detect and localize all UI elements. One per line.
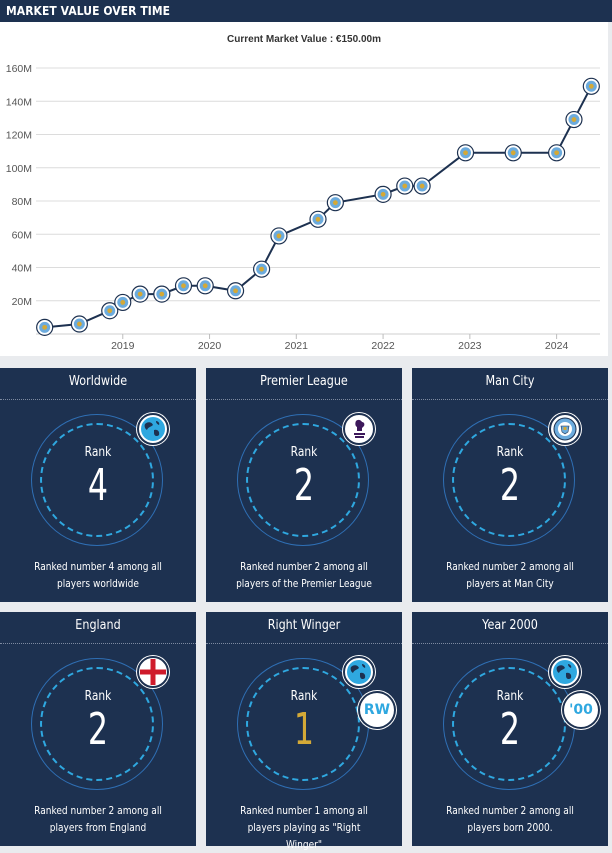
rank-ring-dashed — [452, 423, 566, 537]
rank-number: 2 — [293, 460, 315, 511]
globe-icon — [549, 656, 581, 688]
rank-label: Rank — [84, 445, 112, 460]
data-point[interactable] — [253, 260, 271, 278]
rank-label: Rank — [290, 445, 318, 460]
card-title: England — [75, 618, 121, 633]
rank-ring-dashed — [40, 423, 154, 537]
data-point[interactable] — [582, 77, 600, 95]
data-point[interactable] — [396, 177, 414, 195]
x-tick-label: 2024 — [545, 340, 569, 352]
series-line — [44, 85, 593, 329]
section-title: MARKET VALUE OVER TIME — [6, 3, 171, 18]
x-tick-label: 2020 — [198, 340, 222, 352]
rank-ring — [31, 658, 163, 790]
card-title: Premier League — [260, 374, 348, 389]
data-point[interactable] — [114, 293, 132, 312]
section-header: MARKET VALUE OVER TIME — [0, 0, 612, 22]
rank-number: 2 — [499, 460, 521, 511]
x-tick-label: 2021 — [285, 340, 309, 352]
data-point[interactable] — [153, 285, 171, 303]
data-point[interactable] — [548, 144, 566, 162]
rank-card-england: England Rank 2 Ranked number 2 among all… — [0, 612, 196, 846]
data-point[interactable] — [309, 210, 327, 228]
rank-ring-dashed — [40, 667, 154, 781]
chart-svg: 160M 140M 120M 100M 80M 60M 40M 20M 2019 2020 2021… — [6, 63, 600, 352]
rank-number: 2 — [499, 704, 521, 755]
chart-subtitle: Current Market Value : €150.00m — [227, 34, 381, 45]
rank-label: Rank — [84, 689, 112, 704]
rank-description: Ranked number 2 among all players from E… — [34, 804, 162, 834]
rank-number: 2 — [87, 704, 109, 755]
y-tick-label: 60M — [12, 229, 32, 241]
data-point[interactable] — [374, 185, 392, 203]
data-point[interactable] — [36, 318, 54, 336]
y-tick-label: 160M — [6, 63, 32, 75]
position-badge: RW — [360, 693, 394, 727]
rank-label: Rank — [496, 689, 524, 704]
data-point[interactable] — [270, 227, 288, 245]
divider — [412, 399, 608, 400]
data-point[interactable] — [101, 302, 119, 320]
rank-number: 4 — [87, 460, 109, 511]
y-tick-label: 80M — [12, 196, 32, 208]
rank-description: Ranked number 2 among all players at Man… — [446, 560, 574, 590]
divider — [206, 399, 402, 400]
data-point[interactable] — [326, 194, 344, 212]
divider — [0, 643, 196, 644]
rank-card-right-winger: Right Winger Rank 1 Ranked number 1 amon… — [206, 612, 402, 851]
y-tick-label: 20M — [12, 296, 32, 308]
year-badge: '00 — [564, 693, 598, 727]
rank-description: Ranked number 1 among all players playin… — [240, 804, 368, 851]
rank-number: 1 — [293, 704, 315, 755]
y-tick-label: 140M — [6, 96, 32, 108]
data-point[interactable] — [226, 282, 245, 300]
rank-card-premier-league: Premier League Rank 2 Ranked number 2 am… — [206, 368, 402, 602]
card-title: Man City — [485, 374, 535, 389]
data-point[interactable] — [70, 315, 88, 333]
rank-ring — [443, 414, 575, 546]
rank-ring-dashed — [246, 423, 360, 537]
rank-description: Ranked number 4 among all players worldw… — [34, 560, 162, 590]
rank-card-man-city: Man City Rank 2 Ranked number 2 among al… — [412, 368, 608, 602]
rank-label: Rank — [496, 445, 524, 460]
rank-description: Ranked number 2 among all players of the… — [236, 560, 372, 590]
rank-ring-dashed — [452, 667, 566, 781]
rank-label: Rank — [290, 689, 318, 704]
card-title: Right Winger — [267, 618, 341, 633]
globe-icon — [137, 413, 169, 445]
market-value-chart: 160M 140M 120M 100M 80M 60M 40M 20M 2019 2020 2021… — [0, 22, 608, 356]
data-point[interactable] — [456, 144, 475, 162]
rank-card-worldwide: Worldwide Rank 4 Ranked number 4 among a… — [0, 368, 196, 602]
data-point[interactable] — [413, 177, 431, 195]
x-tick-label: 2019 — [111, 340, 135, 352]
y-tick-label: 40M — [12, 263, 32, 275]
rank-description: Ranked number 2 among all players born 2… — [446, 804, 574, 834]
data-point[interactable] — [131, 285, 149, 303]
england-flag-icon — [137, 656, 169, 688]
data-point[interactable] — [196, 277, 214, 295]
data-point[interactable] — [504, 144, 522, 162]
rank-ring-dashed — [246, 667, 360, 781]
data-point[interactable] — [565, 110, 583, 129]
rank-card-year-2000: Year 2000 Rank 2 Ranked number 2 among a… — [412, 612, 608, 846]
x-tick-label: 2022 — [371, 340, 395, 352]
card-title: Worldwide — [68, 374, 128, 389]
globe-icon — [343, 656, 375, 688]
divider — [0, 399, 196, 400]
y-tick-label: 100M — [6, 163, 32, 175]
data-point[interactable] — [174, 277, 193, 295]
card-title: Year 2000 — [482, 618, 538, 633]
x-tick-label: 2023 — [458, 340, 482, 352]
man-city-crest-icon — [549, 413, 581, 445]
divider — [206, 643, 402, 644]
rank-ring — [31, 414, 163, 546]
rank-ring — [237, 414, 369, 546]
y-tick-label: 120M — [6, 130, 32, 142]
premier-league-logo-icon — [343, 413, 375, 445]
divider — [412, 643, 608, 644]
